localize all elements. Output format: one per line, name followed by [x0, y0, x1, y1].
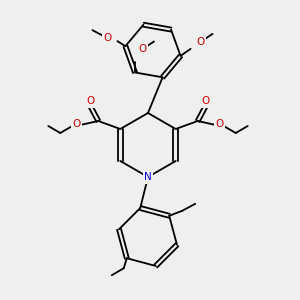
Text: O: O: [86, 96, 94, 106]
Text: O: O: [196, 37, 205, 47]
Text: N: N: [144, 172, 152, 182]
Text: O: O: [216, 119, 224, 129]
Text: O: O: [72, 119, 80, 129]
Text: O: O: [202, 96, 210, 106]
Text: O: O: [103, 33, 112, 43]
Text: O: O: [138, 44, 146, 54]
